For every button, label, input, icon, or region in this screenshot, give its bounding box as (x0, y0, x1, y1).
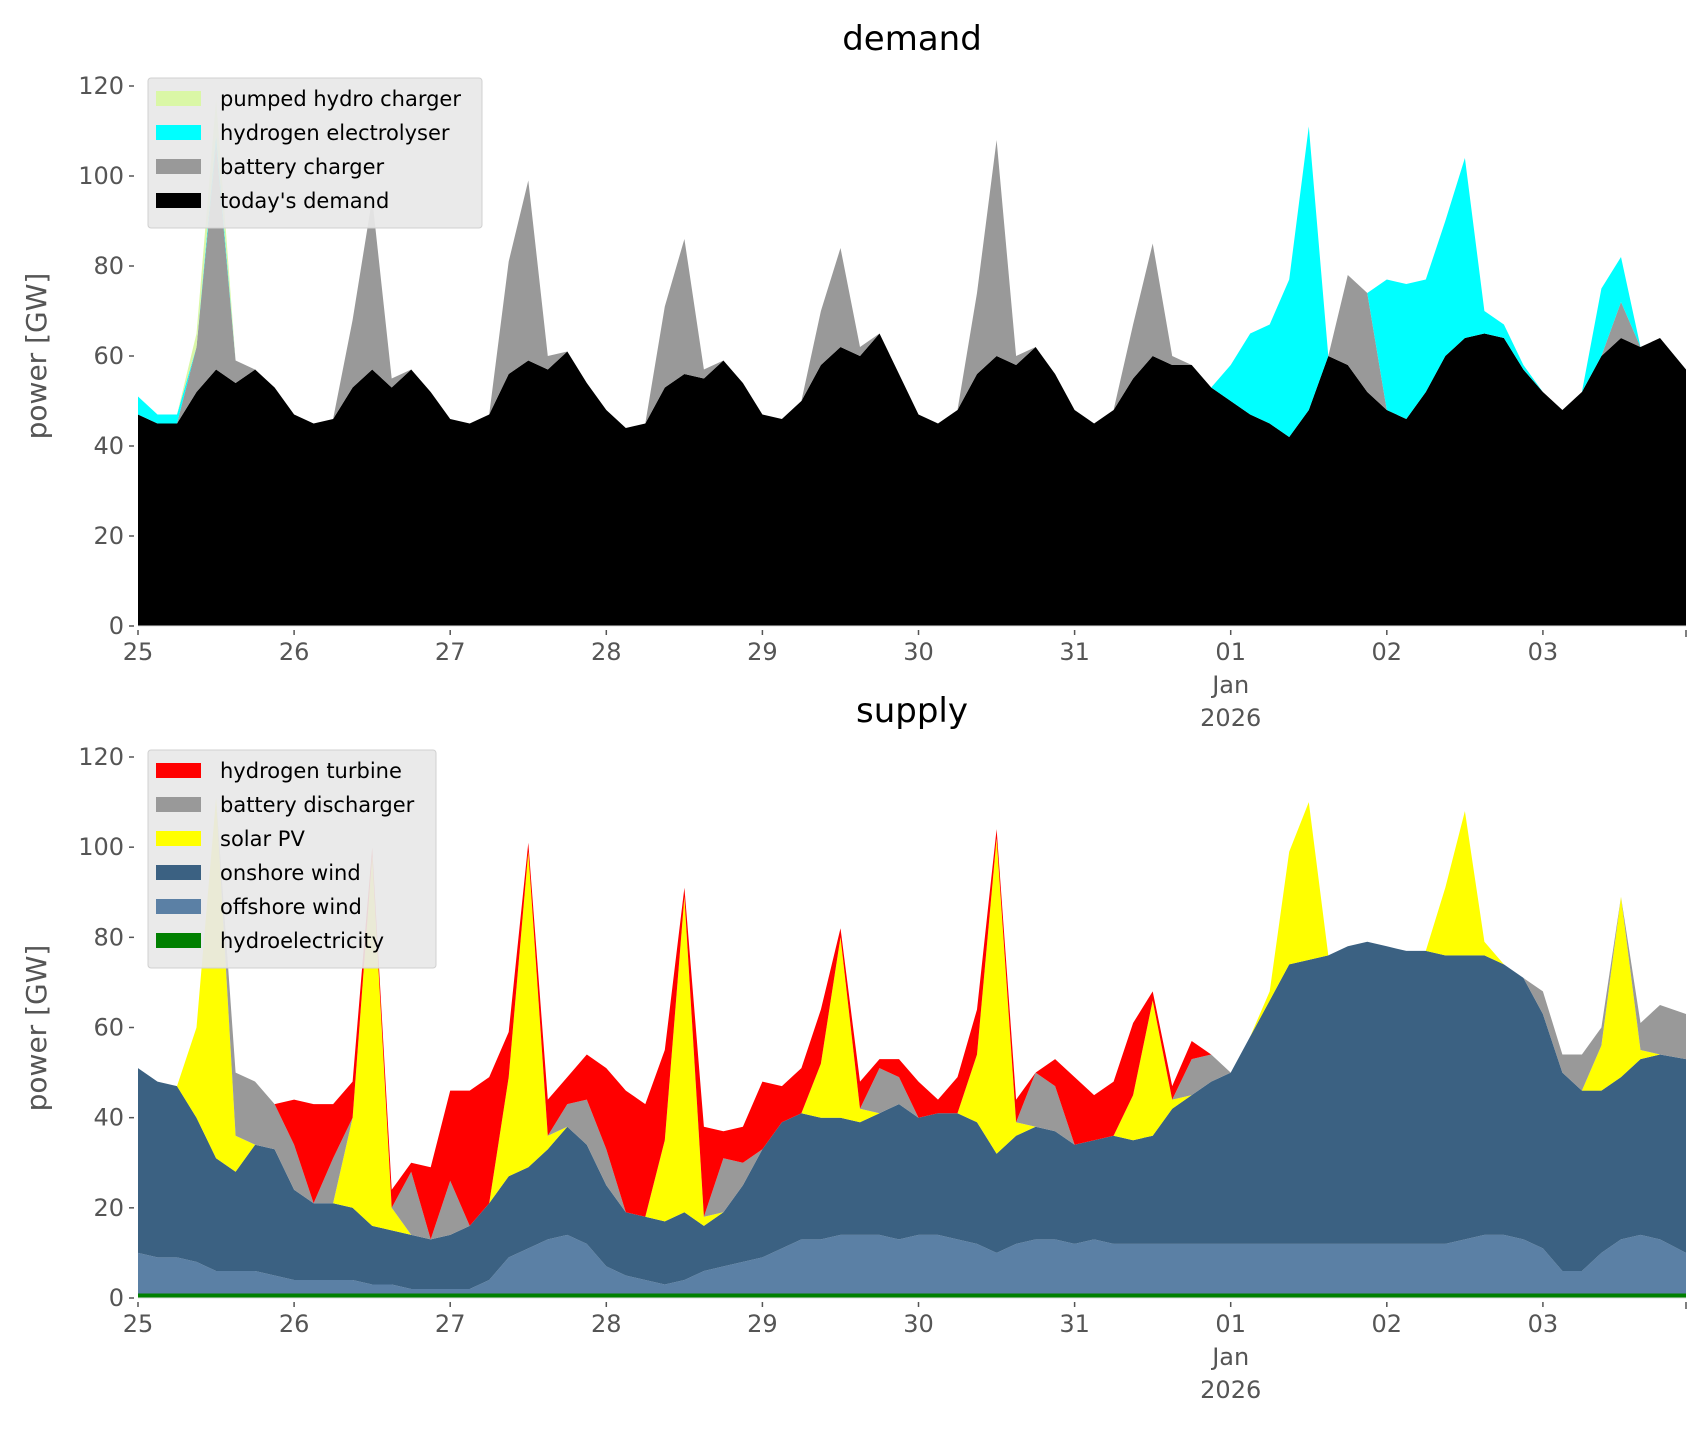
x-tick-label: 01 Jan 2026 (1200, 1310, 1261, 1404)
x-tick-label: 26 (279, 1310, 310, 1338)
legend-swatch-battery-discharger (156, 797, 201, 812)
y-tick-label: 80 (93, 923, 124, 951)
area-hydroelectricity (138, 1293, 1686, 1298)
x-tick-label: 29 (747, 1310, 778, 1338)
legend-label-offshore-wind: offshore wind (220, 895, 362, 919)
legend-swatch-battery-charger (156, 159, 201, 174)
demand-areas (138, 99, 1686, 626)
y-tick-label: 40 (93, 432, 124, 460)
supply-axes: 0 20 40 60 80 100 120 25 26 27 28 29 30 31 01 Jan 2026 02… (78, 743, 1687, 1404)
y-tick-label: 100 (78, 162, 124, 190)
area-solar-pv (138, 797, 1686, 1240)
legend-label-today-s-demand: today's demand (220, 189, 389, 213)
x-tick-label: 01 Jan 2026 (1200, 638, 1261, 732)
legend-label-battery-charger: battery charger (220, 155, 385, 179)
x-tick-label: 27 (435, 638, 466, 666)
y-tick-label: 80 (93, 252, 124, 280)
area-offshore-wind (138, 1234, 1686, 1294)
x-tick-label: 27 (435, 1310, 466, 1338)
x-tick-label: 25 (123, 1310, 154, 1338)
y-axis-label: power [GW] (20, 273, 53, 440)
legend-label-solar-pv: solar PV (220, 827, 305, 851)
x-tick-label: 25 (123, 638, 154, 666)
chart-title: supply (856, 691, 968, 731)
x-tick-label: 30 (903, 638, 934, 666)
legend-swatch-onshore-wind (156, 865, 201, 880)
legend-swatch-hydroelectricity (156, 933, 201, 948)
area-hydrogen-electrolyser (138, 126, 1686, 437)
y-tick-label: 60 (93, 342, 124, 370)
supply-legend: hydrogen turbine battery discharger solar … (147, 749, 437, 969)
x-tick-label: 30 (903, 1310, 934, 1338)
y-tick-label: 40 (93, 1104, 124, 1132)
legend-box (147, 77, 483, 229)
legend-label-onshore-wind: onshore wind (220, 861, 361, 885)
demand-legend: pumped hydro charger hydrogen electrolyse… (147, 77, 483, 229)
demand-axes: 0 20 40 60 80 100 120 25 26 27 28 29 30 31 01 Jan 2026 02… (78, 72, 1687, 732)
legend-label-pumped-hydro-charger: pumped hydro charger (220, 87, 461, 111)
legend-label-battery-discharger: battery discharger (220, 793, 415, 817)
y-tick-label: 100 (78, 833, 124, 861)
x-tick-label: 31 (1059, 1310, 1090, 1338)
area-battery-charger (138, 140, 1686, 437)
legend-label-hydroelectricity: hydroelectricity (220, 929, 384, 953)
x-tick-label: 28 (591, 638, 622, 666)
y-axis-label: power [GW] (20, 945, 53, 1112)
legend-swatch-pumped-hydro-charger (156, 91, 201, 106)
x-tick-label: 02 (1372, 1310, 1403, 1338)
x-tick-label: 31 (1059, 638, 1090, 666)
legend-swatch-today-s-demand (156, 193, 201, 208)
legend-swatch-offshore-wind (156, 899, 201, 914)
legend-box (147, 749, 437, 969)
y-tick-label: 60 (93, 1014, 124, 1042)
legend-swatch-hydrogen-electrolyser (156, 125, 201, 140)
x-tick-label: 28 (591, 1310, 622, 1338)
x-tick-label: 03 (1528, 638, 1559, 666)
y-tick-label: 120 (78, 743, 124, 771)
legend-label-hydrogen-turbine: hydrogen turbine (220, 759, 402, 783)
x-tick-label: 02 (1372, 638, 1403, 666)
area-today-s-demand (138, 333, 1686, 626)
y-tick-label: 0 (109, 1284, 124, 1312)
legend-label-hydrogen-electrolyser: hydrogen electrolyser (220, 121, 450, 145)
y-tick-label: 20 (93, 522, 124, 550)
y-tick-label: 120 (78, 72, 124, 100)
legend-swatch-solar-pv (156, 831, 201, 846)
x-tick-label: 29 (747, 638, 778, 666)
y-tick-label: 20 (93, 1194, 124, 1222)
x-tick-label: 03 (1528, 1310, 1559, 1338)
chart-title: demand (842, 19, 982, 59)
x-tick-label: 26 (279, 638, 310, 666)
supply-areas (138, 797, 1686, 1298)
legend-swatch-hydrogen-turbine (156, 763, 201, 778)
area-onshore-wind (138, 941, 1686, 1289)
y-tick-label: 0 (109, 612, 124, 640)
